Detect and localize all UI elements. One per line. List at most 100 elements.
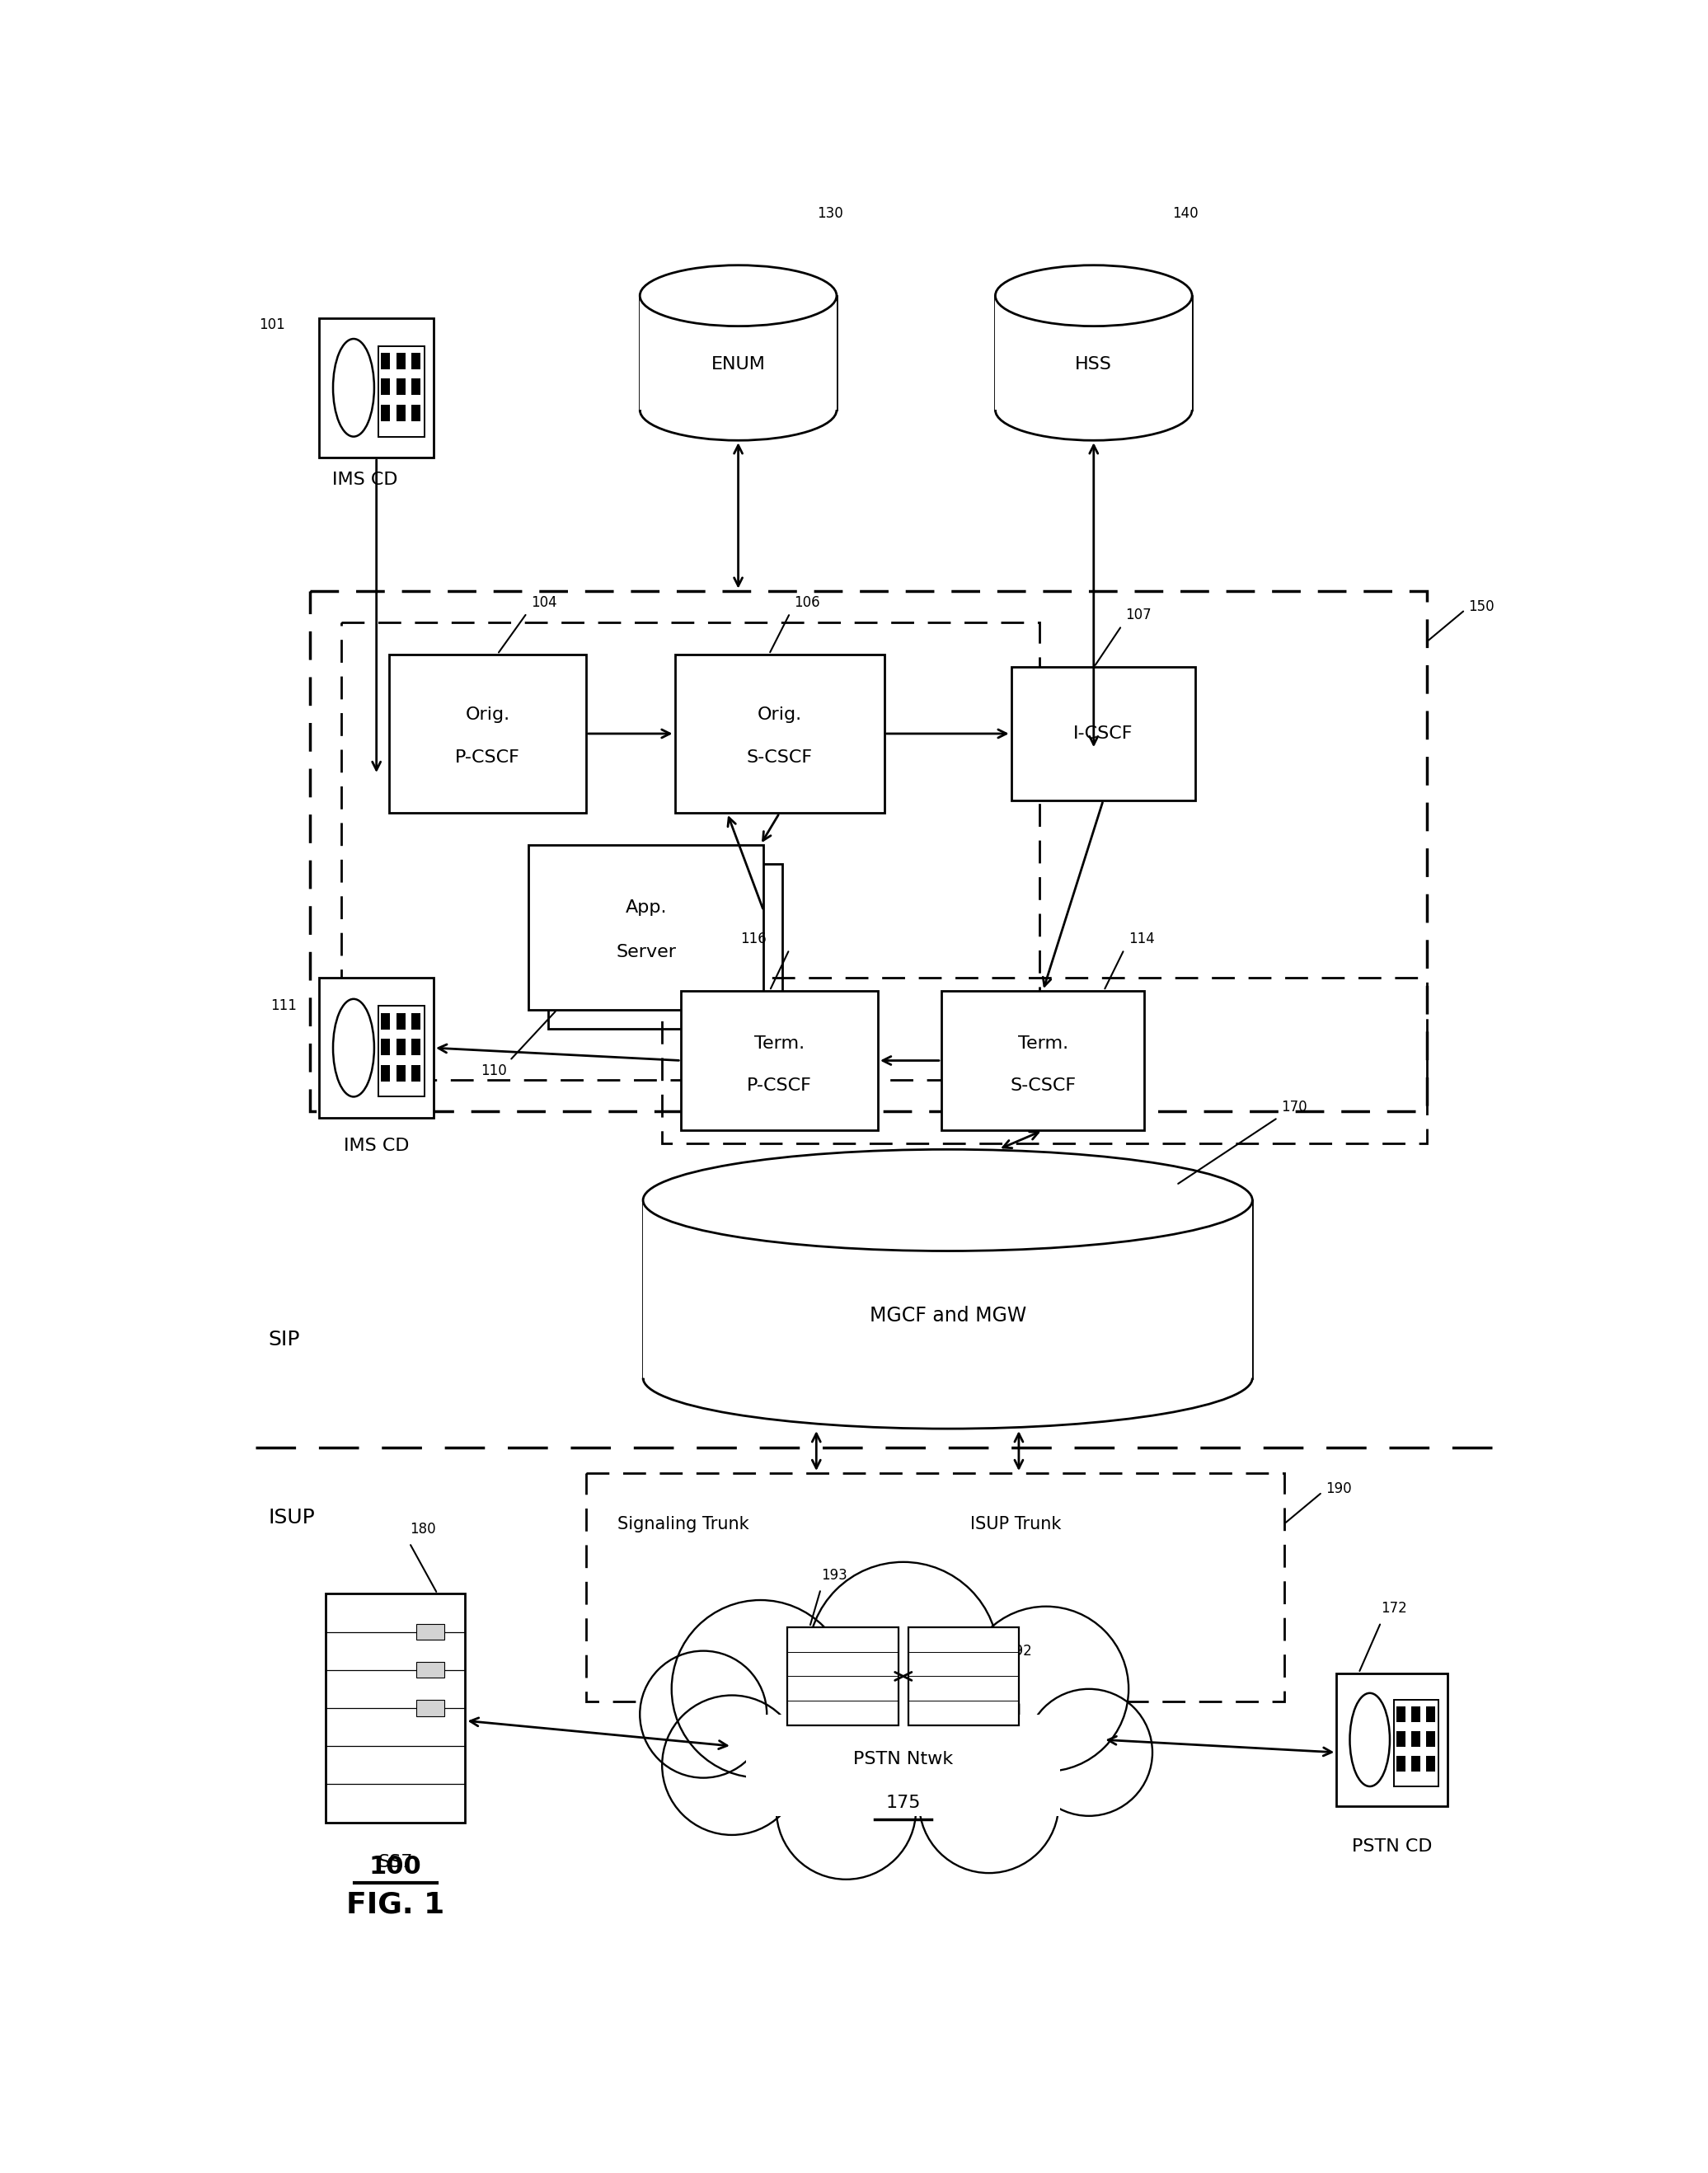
Text: Orig.: Orig. [757, 706, 801, 724]
Bar [309, 591, 1426, 1110]
Ellipse shape [333, 1000, 374, 1097]
Bar [1397, 1756, 1406, 1771]
Text: 100: 100 [369, 1856, 422, 1880]
Bar [412, 1013, 420, 1030]
Bar [381, 1065, 389, 1082]
Bar [417, 1699, 444, 1717]
Bar [396, 1065, 405, 1082]
Text: P-CSCF: P-CSCF [746, 1078, 811, 1093]
Circle shape [777, 1741, 915, 1880]
Bar [681, 991, 878, 1130]
Text: P-CSCF: P-CSCF [454, 750, 519, 765]
Bar [381, 352, 389, 369]
Bar [529, 845, 763, 1010]
Text: SS7: SS7 [377, 1854, 413, 1871]
Text: MGCF and MGW: MGCF and MGW [869, 1306, 1027, 1326]
Text: 107: 107 [1126, 608, 1151, 624]
Bar [381, 378, 389, 395]
Text: 104: 104 [531, 595, 557, 611]
Bar [642, 1199, 1252, 1378]
Circle shape [919, 1734, 1059, 1873]
Bar [412, 1065, 420, 1082]
Text: I-CSCF: I-CSCF [1073, 726, 1132, 741]
Text: HSS: HSS [1076, 356, 1112, 372]
Text: 170: 170 [1281, 1100, 1307, 1115]
Circle shape [663, 1695, 801, 1834]
Bar [326, 1593, 465, 1823]
Bar [319, 978, 434, 1117]
Text: 175: 175 [886, 1795, 921, 1812]
Text: ISUP: ISUP [268, 1508, 316, 1528]
Text: Signaling Trunk: Signaling Trunk [618, 1517, 750, 1532]
Bar [379, 346, 424, 437]
Text: Term.: Term. [755, 1037, 804, 1052]
Text: 106: 106 [794, 595, 820, 611]
Text: Server: Server [617, 943, 676, 960]
Text: 180: 180 [410, 1521, 436, 1536]
Bar [396, 378, 405, 395]
Text: 193: 193 [822, 1567, 847, 1582]
Text: 191: 191 [803, 1643, 830, 1658]
Bar [381, 1039, 389, 1056]
Text: S-CSCF: S-CSCF [1009, 1078, 1076, 1093]
Text: IMS CD: IMS CD [333, 472, 398, 489]
Circle shape [640, 1651, 767, 1778]
Bar [941, 991, 1144, 1130]
Ellipse shape [640, 265, 837, 326]
Text: 190: 190 [1325, 1482, 1351, 1497]
Text: ENUM: ENUM [711, 356, 765, 372]
Text: Term.: Term. [1018, 1037, 1068, 1052]
Bar [1011, 667, 1196, 800]
Bar [412, 378, 420, 395]
Bar [1426, 1756, 1435, 1771]
Text: IMS CD: IMS CD [343, 1139, 410, 1154]
Text: PSTN Ntwk: PSTN Ntwk [854, 1751, 953, 1767]
Text: PSTN CD: PSTN CD [1351, 1838, 1433, 1854]
Text: 110: 110 [480, 1065, 507, 1078]
Text: S-CSCF: S-CSCF [746, 750, 813, 765]
Bar [1397, 1732, 1406, 1747]
Text: 130: 130 [816, 206, 844, 222]
Bar [640, 296, 837, 411]
Ellipse shape [333, 339, 374, 437]
Bar [396, 404, 405, 422]
Circle shape [963, 1606, 1129, 1771]
Bar [381, 404, 389, 422]
Text: SIP: SIP [268, 1330, 301, 1349]
Bar [787, 1628, 898, 1725]
Bar [996, 296, 1192, 411]
Bar [1394, 1699, 1438, 1786]
Bar [396, 1013, 405, 1030]
Text: 140: 140 [1172, 206, 1199, 222]
Bar [1411, 1732, 1419, 1747]
Text: ISUP Trunk: ISUP Trunk [970, 1517, 1061, 1532]
Text: 150: 150 [1469, 600, 1494, 615]
Circle shape [808, 1562, 999, 1751]
Bar [1426, 1732, 1435, 1747]
Text: 116: 116 [740, 932, 767, 945]
Circle shape [1025, 1688, 1153, 1817]
Bar [417, 1623, 444, 1641]
Text: Orig.: Orig. [465, 706, 511, 724]
Text: App.: App. [625, 900, 668, 915]
Text: 111: 111 [270, 1000, 297, 1013]
Bar [909, 1628, 1020, 1725]
Bar [381, 1013, 389, 1030]
Text: FIG. 1: FIG. 1 [347, 1891, 444, 1919]
Bar [412, 404, 420, 422]
Bar [675, 654, 885, 813]
Bar [417, 1662, 444, 1678]
Text: 101: 101 [260, 317, 285, 332]
Bar [746, 1714, 1061, 1817]
Bar [1397, 1706, 1406, 1721]
Bar [379, 1006, 424, 1097]
Ellipse shape [642, 1150, 1252, 1252]
Bar [663, 978, 1426, 1143]
Bar [1426, 1706, 1435, 1721]
Bar [342, 624, 1040, 1080]
Bar [396, 352, 405, 369]
Bar [1411, 1706, 1419, 1721]
Bar [389, 654, 586, 813]
Bar [412, 1039, 420, 1056]
Text: 172: 172 [1380, 1602, 1407, 1617]
